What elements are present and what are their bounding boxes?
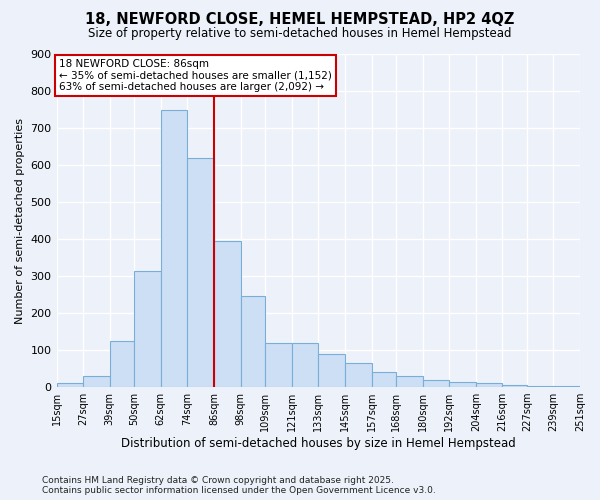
Bar	[371, 372, 396, 387]
Bar	[134, 270, 161, 387]
Bar	[502, 385, 527, 387]
Bar	[527, 386, 553, 387]
Bar	[345, 363, 371, 387]
Bar	[83, 376, 110, 387]
Text: 18, NEWFORD CLOSE, HEMEL HEMPSTEAD, HP2 4QZ: 18, NEWFORD CLOSE, HEMEL HEMPSTEAD, HP2 …	[85, 12, 515, 28]
Bar	[292, 342, 318, 387]
Bar	[214, 241, 241, 387]
Y-axis label: Number of semi-detached properties: Number of semi-detached properties	[15, 118, 25, 324]
Text: Size of property relative to semi-detached houses in Hemel Hempstead: Size of property relative to semi-detach…	[88, 28, 512, 40]
Bar	[56, 384, 83, 387]
Bar	[187, 158, 214, 387]
Bar	[396, 376, 422, 387]
Bar	[553, 386, 580, 387]
Text: 18 NEWFORD CLOSE: 86sqm
← 35% of semi-detached houses are smaller (1,152)
63% of: 18 NEWFORD CLOSE: 86sqm ← 35% of semi-de…	[59, 59, 332, 92]
Bar	[422, 380, 449, 387]
Bar	[110, 341, 134, 387]
Bar	[161, 110, 187, 387]
X-axis label: Distribution of semi-detached houses by size in Hemel Hempstead: Distribution of semi-detached houses by …	[121, 437, 515, 450]
Bar	[449, 382, 476, 387]
Text: Contains HM Land Registry data © Crown copyright and database right 2025.
Contai: Contains HM Land Registry data © Crown c…	[42, 476, 436, 495]
Bar	[241, 296, 265, 387]
Bar	[476, 384, 502, 387]
Bar	[318, 354, 345, 387]
Bar	[265, 342, 292, 387]
